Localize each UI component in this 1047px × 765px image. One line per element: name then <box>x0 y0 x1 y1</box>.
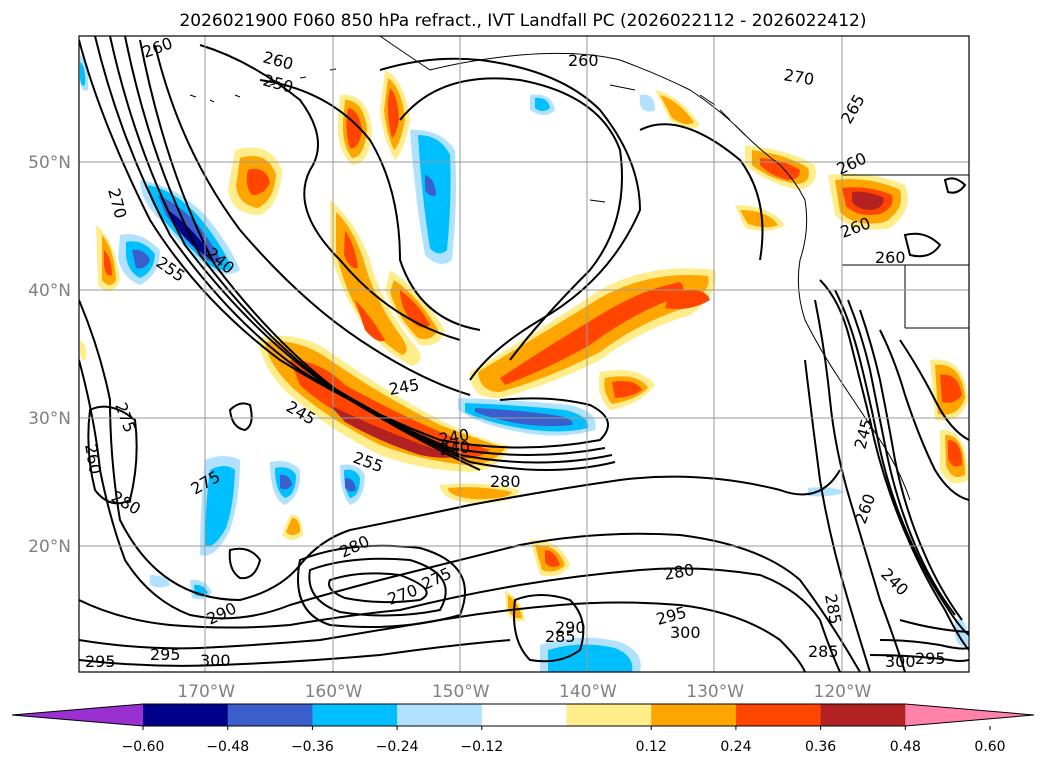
map-panel: 260 260 250 260 270 265 260 260 260 270 … <box>78 35 970 673</box>
very-strong-positive-shading <box>330 191 884 458</box>
colorbar-segment <box>227 704 313 726</box>
colorbar-under-arrow <box>12 704 143 726</box>
contour-label: 300 <box>885 652 916 671</box>
refractivity-contours <box>79 36 969 672</box>
colorbar-tick-label: 0.36 <box>805 739 836 755</box>
graticule <box>79 36 969 672</box>
longitude-label: 140°W <box>559 682 617 702</box>
map-frame <box>78 35 970 673</box>
colorbar-tick-label: −0.60 <box>122 739 165 755</box>
colorbar-segment <box>481 704 567 726</box>
colorbar-tick-label: 0.12 <box>636 739 667 755</box>
longitude-label: 170°W <box>177 682 235 702</box>
longitude-label: 150°W <box>432 682 490 702</box>
map-title: 2026021900 F060 850 hPa refract., IVT La… <box>179 11 866 31</box>
very-strong-negative-shading <box>168 210 208 256</box>
contour-label: 280 <box>490 472 521 491</box>
colorbar-tick-label: 0.48 <box>890 739 921 755</box>
colorbar-over-arrow <box>905 704 1034 726</box>
latitude-label: 40°N <box>28 281 71 301</box>
contour-label: 295 <box>85 652 116 671</box>
longitude-label: 120°W <box>814 682 872 702</box>
contour-label: 300 <box>200 651 231 670</box>
latitude-label: 30°N <box>28 409 71 429</box>
colorbar-tick-label: −0.12 <box>460 739 503 755</box>
colorbar-segment <box>735 704 822 726</box>
shaded-fields: 260 260 250 260 270 265 260 260 260 270 … <box>79 36 969 672</box>
coastlines <box>189 36 969 501</box>
strong-positive-shading <box>104 88 962 567</box>
contour-label: 260 <box>875 248 906 267</box>
contour-label: 290 <box>555 618 586 637</box>
colorbar-tick-label: 0.24 <box>720 739 751 755</box>
colorbar-tick-label: −0.24 <box>376 739 419 755</box>
contour-label: 300 <box>670 623 701 642</box>
contour-label: 285 <box>808 642 839 661</box>
contour-label: 240 <box>439 437 471 459</box>
colorbar-segment <box>651 704 737 726</box>
colorbar-segment <box>820 704 906 726</box>
longitude-labels: 170°W 160°W 150°W 140°W 130°W 120°W <box>177 682 871 702</box>
colorbar: −0.60 −0.48 −0.36 −0.24 −0.12 0.12 0.24 0.36 0.4… <box>11 703 1035 755</box>
longitude-label: 160°W <box>305 682 363 702</box>
latitude-labels: 50°N 40°N 30°N 20°N <box>28 153 71 557</box>
colorbar-segment <box>566 704 652 726</box>
contour-label: 295 <box>915 649 946 668</box>
colorbar-segment <box>312 704 398 726</box>
contour-label: 285 <box>545 627 576 646</box>
longitude-label: 130°W <box>686 682 744 702</box>
colorbar-tick-label: −0.48 <box>206 739 249 755</box>
colorbar-tick-label: 0.60 <box>974 739 1005 755</box>
contour-label: 260 <box>568 51 599 70</box>
colorbar-tick-label: −0.36 <box>291 739 334 755</box>
contour-label: 295 <box>150 645 181 664</box>
colorbar-segment <box>143 704 229 726</box>
colorbar-segment <box>397 704 483 726</box>
latitude-label: 50°N <box>28 153 71 173</box>
latitude-label: 20°N <box>28 537 71 557</box>
